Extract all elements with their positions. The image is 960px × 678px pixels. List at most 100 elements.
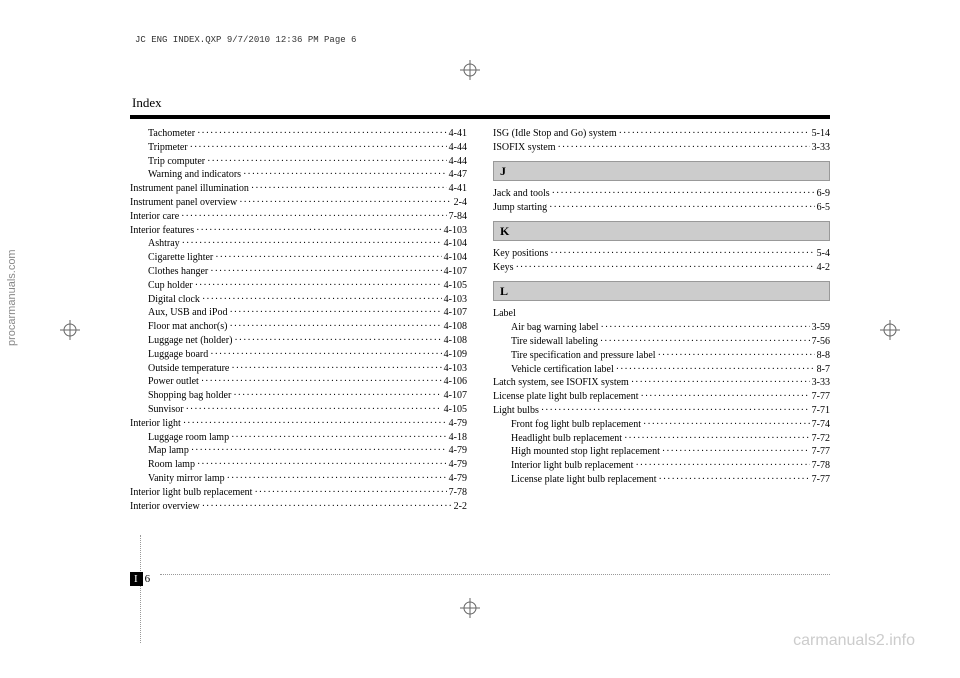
entry-label: Air bag warning label	[511, 321, 598, 335]
entry-label: Instrument panel overview	[130, 196, 237, 210]
entry-dots	[251, 182, 447, 196]
crop-mark-top	[460, 60, 480, 80]
index-entry: Tire sidewall labeling 7-56	[493, 335, 830, 349]
entry-dots	[210, 265, 441, 279]
entry-page: 5-4	[817, 247, 830, 261]
entry-page: 7-77	[812, 473, 830, 487]
entry-dots	[659, 473, 810, 487]
entry-page: 4-44	[449, 141, 467, 155]
index-entry: Interior light bulb replacement7-78	[130, 486, 467, 500]
index-entry: High mounted stop light replacement7-77	[493, 445, 830, 459]
entry-page: 7-77	[812, 445, 830, 459]
entry-dots	[641, 390, 810, 404]
crop-mark-right	[880, 320, 900, 340]
page-section: I	[130, 572, 143, 586]
index-entry: Aux, USB and iPod4-107	[130, 306, 467, 320]
entry-page: 4-109	[444, 348, 467, 362]
entry-dots	[616, 363, 815, 377]
index-entry: Interior light4-79	[130, 417, 467, 431]
watermark-bottom: carmanuals2.info	[793, 632, 915, 650]
entry-page: 3-59	[812, 321, 830, 335]
index-entry: Jump starting6-5	[493, 201, 830, 215]
crop-mark-left	[60, 320, 80, 340]
index-entry: Vanity mirror lamp4-79	[130, 472, 467, 486]
entry-label: Sunvisor	[148, 403, 184, 417]
entry-dots	[197, 458, 447, 472]
entry-label: Tire sidewall labeling	[511, 335, 598, 349]
index-header-title: Index	[130, 95, 830, 111]
index-entry: Light bulbs7-71	[493, 404, 830, 418]
entry-page: 4-107	[444, 389, 467, 403]
index-entry: Tachometer4-41	[130, 127, 467, 141]
entry-page: 4-103	[444, 293, 467, 307]
entry-label: ISOFIX system	[493, 141, 556, 155]
index-entry: Trip computer4-44	[130, 155, 467, 169]
label-header: Label	[493, 307, 830, 321]
index-entry: Keys 4-2	[493, 261, 830, 275]
entry-page: 4-108	[444, 320, 467, 334]
entry-dots	[550, 247, 814, 261]
entry-label: Digital clock	[148, 293, 200, 307]
index-entry: Warning and indicators4-47	[130, 168, 467, 182]
entry-dots	[195, 279, 442, 293]
entry-dots	[201, 375, 442, 389]
entry-dots	[541, 404, 810, 418]
entry-label: Key positions	[493, 247, 548, 261]
entry-dots	[516, 261, 815, 275]
entry-label: Interior light	[130, 417, 181, 431]
entry-dots	[662, 445, 810, 459]
dotted-line-h	[160, 574, 830, 575]
entry-dots	[186, 403, 442, 417]
entry-page: 6-5	[817, 201, 830, 215]
entry-page: 2-2	[454, 500, 467, 514]
entry-dots	[631, 376, 810, 390]
index-entry: Interior care7-84	[130, 210, 467, 224]
index-entry: Digital clock 4-103	[130, 293, 467, 307]
entry-dots	[210, 348, 441, 362]
entry-dots	[183, 417, 447, 431]
index-entry: Cigarette lighter 4-104	[130, 251, 467, 265]
entry-dots	[197, 127, 447, 141]
index-entry: Tripmeter 4-44	[130, 141, 467, 155]
entry-label: Cup holder	[148, 279, 193, 293]
index-entry: Floor mat anchor(s)4-108	[130, 320, 467, 334]
entry-page: 4-104	[444, 251, 467, 265]
entry-page: 4-2	[817, 261, 830, 275]
columns: Tachometer4-41Tripmeter 4-44Trip computer…	[130, 127, 830, 513]
index-entry: Instrument panel overview2-4	[130, 196, 467, 210]
index-entry: Clothes hanger4-107	[130, 265, 467, 279]
entry-page: 4-41	[449, 127, 467, 141]
index-entry: Interior features4-103	[130, 224, 467, 238]
entry-page: 4-103	[444, 362, 467, 376]
index-entry: Key positions 5-4	[493, 247, 830, 261]
index-entry: Luggage board4-109	[130, 348, 467, 362]
header-divider	[130, 115, 830, 119]
index-entry: ISG (Idle Stop and Go) system5-14	[493, 127, 830, 141]
entry-label: Room lamp	[148, 458, 195, 472]
entry-label: Instrument panel illumination	[130, 182, 249, 196]
index-entry: Cup holder4-105	[130, 279, 467, 293]
entry-page: 4-107	[444, 306, 467, 320]
entry-dots	[643, 418, 810, 432]
entry-page: 4-79	[449, 472, 467, 486]
index-entry: Front fog light bulb replacement7-74	[493, 418, 830, 432]
entry-dots	[558, 141, 810, 155]
entry-dots	[635, 459, 809, 473]
entry-label: License plate light bulb replacement	[493, 390, 639, 404]
entry-page: 7-56	[812, 335, 830, 349]
entry-label: Tripmeter	[148, 141, 188, 155]
entry-label: Keys	[493, 261, 514, 275]
entry-page: 8-7	[817, 363, 830, 377]
entry-dots	[207, 155, 447, 169]
entry-dots	[549, 201, 814, 215]
entry-label: Ashtray	[148, 237, 180, 251]
entry-label: Light bulbs	[493, 404, 539, 418]
index-entry: Ashtray4-104	[130, 237, 467, 251]
index-entry: Interior overview2-2	[130, 500, 467, 514]
entry-label: Cigarette lighter	[148, 251, 213, 265]
entry-dots	[243, 168, 447, 182]
entry-page: 4-108	[444, 334, 467, 348]
entry-label: Interior features	[130, 224, 194, 238]
section-letter-k: K	[493, 221, 830, 242]
entry-label: Map lamp	[148, 444, 189, 458]
